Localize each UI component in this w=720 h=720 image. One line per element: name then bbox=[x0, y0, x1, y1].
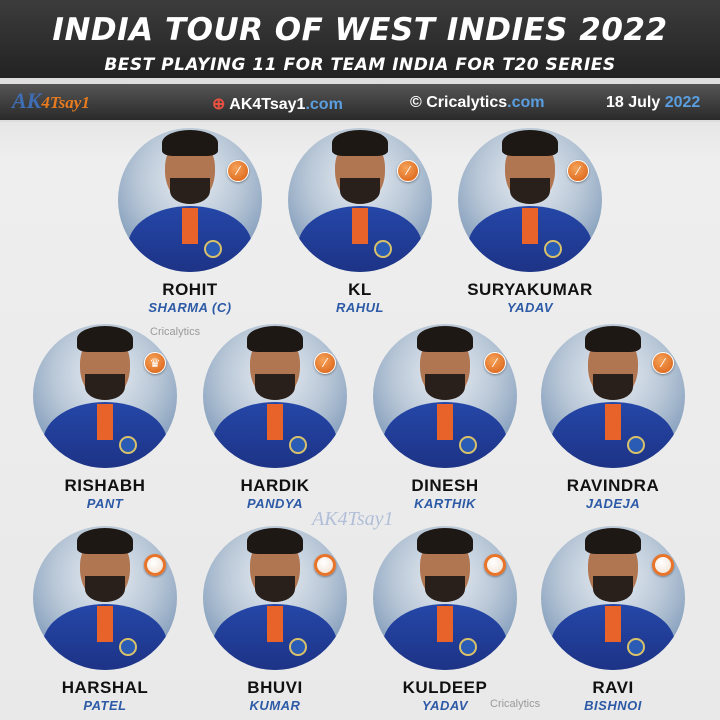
player-last-name: PANT bbox=[86, 496, 124, 511]
batter-role-icon: ⁄ bbox=[227, 160, 249, 182]
player-last-name: YADAV bbox=[506, 300, 554, 315]
player-photo bbox=[203, 526, 347, 670]
bowler-role-icon bbox=[314, 554, 336, 576]
player-last-name: KUMAR bbox=[249, 698, 301, 713]
player-last-name: BISHNOI bbox=[584, 698, 642, 713]
bowler-role-icon bbox=[484, 554, 506, 576]
globe-icon: ⊕ bbox=[212, 96, 226, 113]
header: INDIA TOUR OF WEST INDIES 2022 BEST PLAY… bbox=[0, 0, 720, 80]
player-photo bbox=[458, 128, 602, 272]
player-card: RAVI BISHNOI bbox=[528, 526, 698, 713]
date: 18 July 2022 bbox=[606, 94, 701, 111]
all-rounder-role-icon: ⁄ bbox=[314, 352, 336, 374]
ak4tsay1-logo: AK4Tsay1 bbox=[12, 88, 90, 113]
player-last-name: KARTHIK bbox=[414, 496, 476, 511]
player-first-name: KULDEEP bbox=[402, 678, 488, 697]
player-card: KULDEEP YADAV bbox=[360, 526, 530, 713]
player-first-name: RAVINDRA bbox=[566, 476, 660, 495]
player-first-name: HARSHAL bbox=[61, 678, 149, 697]
player-photo bbox=[33, 526, 177, 670]
player-photo bbox=[373, 324, 517, 468]
player-photo bbox=[288, 128, 432, 272]
player-first-name: RAVI bbox=[592, 678, 634, 697]
all-rounder-role-icon: ⁄ bbox=[652, 352, 674, 374]
player-first-name: KL bbox=[348, 280, 372, 299]
player-photo bbox=[541, 324, 685, 468]
player-card: ⁄ ROHIT SHARMA (C) bbox=[105, 128, 275, 315]
player-first-name: ROHIT bbox=[162, 280, 218, 299]
player-photo bbox=[33, 324, 177, 468]
batter-role-icon: ⁄ bbox=[397, 160, 419, 182]
site1-link[interactable]: ⊕ AK4Tsay1.com bbox=[212, 96, 343, 113]
wicketkeeper-role-icon: ♛ bbox=[144, 352, 166, 374]
player-photo bbox=[373, 526, 517, 670]
player-card: BHUVI KUMAR bbox=[190, 526, 360, 713]
batter-role-icon: ⁄ bbox=[484, 352, 506, 374]
player-last-name: PATEL bbox=[83, 698, 127, 713]
player-first-name: DINESH bbox=[411, 476, 479, 495]
player-first-name: HARDIK bbox=[240, 476, 310, 495]
player-last-name: RAHUL bbox=[336, 300, 384, 315]
player-photo bbox=[203, 324, 347, 468]
player-first-name: BHUVI bbox=[247, 678, 303, 697]
player-last-name: PANDYA bbox=[247, 496, 303, 511]
player-last-name: JADEJA bbox=[585, 496, 641, 511]
player-card: ⁄ SURYAKUMAR YADAV bbox=[445, 128, 615, 315]
subtitle: BEST PLAYING 11 FOR TEAM INDIA FOR T20 S… bbox=[104, 55, 616, 75]
player-last-name: SHARMA (C) bbox=[148, 300, 232, 315]
player-photo bbox=[541, 526, 685, 670]
title: INDIA TOUR OF WEST INDIES 2022 bbox=[52, 12, 668, 48]
player-card: ⁄ HARDIK PANDYA bbox=[190, 324, 360, 511]
player-card: ⁄ DINESH KARTHIK bbox=[360, 324, 530, 511]
player-card: ⁄ RAVINDRA JADEJA bbox=[528, 324, 698, 511]
info-bar: AK4Tsay1 ⊕ AK4Tsay1.com © Cricalytics.co… bbox=[0, 84, 720, 122]
site2-link[interactable]: © Cricalytics.com bbox=[410, 94, 545, 111]
bowler-role-icon bbox=[652, 554, 674, 576]
batter-role-icon: ⁄ bbox=[567, 160, 589, 182]
player-first-name: SURYAKUMAR bbox=[467, 280, 593, 299]
watermark: Cricalytics bbox=[490, 698, 541, 710]
watermark: Cricalytics bbox=[150, 326, 201, 338]
watermark-logo: AK4Tsay1 bbox=[312, 508, 394, 530]
player-card: HARSHAL PATEL bbox=[20, 526, 190, 713]
player-first-name: RISHABH bbox=[64, 476, 146, 495]
player-photo bbox=[118, 128, 262, 272]
bowler-role-icon bbox=[144, 554, 166, 576]
player-last-name: YADAV bbox=[421, 698, 469, 713]
player-card: ⁄ KL RAHUL bbox=[275, 128, 445, 315]
player-card: ♛ RISHABH PANT bbox=[20, 324, 190, 511]
